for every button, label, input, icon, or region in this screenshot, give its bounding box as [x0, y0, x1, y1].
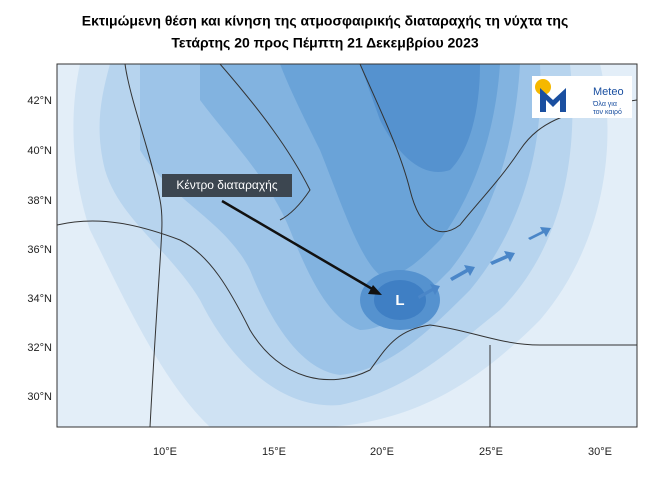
- logo-tagline: Όλα για: [592, 101, 617, 108]
- title: Εκτιμώμενη θέση και κίνηση της ατμοσφαιρ…: [82, 13, 569, 29]
- contour: [360, 64, 480, 172]
- lon-label: 30°E: [588, 446, 612, 458]
- pointer-arrow-head: [368, 285, 382, 295]
- lon-label: 15°E: [262, 446, 286, 458]
- lat-label: 40°N: [27, 145, 52, 157]
- logo-sun: [535, 79, 551, 95]
- lat-label: 32°N: [27, 342, 52, 354]
- annotation-box: [162, 174, 292, 197]
- logo-tagline: τον καιρό: [593, 108, 622, 116]
- lat-label: 42°N: [27, 95, 52, 107]
- movement-arrows: [418, 227, 551, 299]
- low-contour: [374, 280, 426, 320]
- lon-labels: 10°E 15°E 20°E 25°E 30°E: [153, 446, 612, 458]
- lon-label: 25°E: [479, 446, 503, 458]
- map-frame: [56, 63, 638, 428]
- lon-label: 20°E: [370, 446, 394, 458]
- contour: [112, 168, 148, 192]
- map-area: L Κέντρο διαταραχής Meteo Όλα για τον κα…: [57, 64, 637, 427]
- coastlines: [57, 64, 637, 427]
- title: Τετάρτης 20 προς Πέμπτη 21 Δεκεμβρίου 20…: [171, 35, 479, 51]
- lat-labels: 42°N 40°N 38°N 36°N 34°N 32°N 30°N: [27, 95, 52, 403]
- logo-name: Meteo: [593, 86, 624, 98]
- annotation: Κέντρο διαταραχής: [176, 178, 277, 192]
- logo-mark: [540, 88, 566, 112]
- lat-label: 34°N: [27, 293, 52, 305]
- low-label: L: [395, 292, 404, 309]
- lat-label: 38°N: [27, 195, 52, 207]
- lon-label: 10°E: [153, 446, 177, 458]
- pointer-arrow: [221, 199, 375, 292]
- lat-label: 36°N: [27, 244, 52, 256]
- lat-label: 30°N: [27, 391, 52, 403]
